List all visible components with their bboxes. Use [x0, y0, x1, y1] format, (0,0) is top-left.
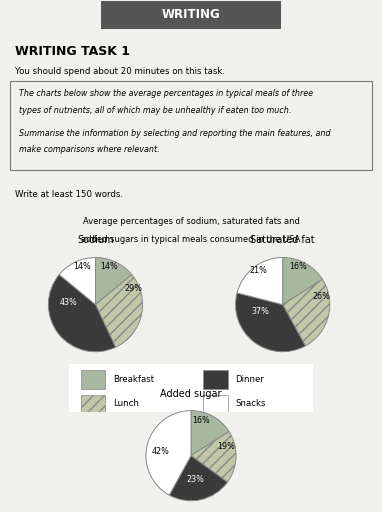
Text: 43%: 43%	[59, 298, 77, 307]
Text: Snacks: Snacks	[235, 399, 265, 408]
Text: You should spend about 20 minutes on this task.: You should spend about 20 minutes on thi…	[15, 67, 225, 76]
Text: Summarise the information by selecting and reporting the main features, and: Summarise the information by selecting a…	[19, 129, 331, 138]
Wedge shape	[146, 411, 191, 495]
FancyBboxPatch shape	[81, 395, 105, 413]
Wedge shape	[49, 274, 116, 352]
Text: 16%: 16%	[289, 262, 307, 270]
FancyBboxPatch shape	[81, 370, 105, 389]
Text: Average percentages of sodium, saturated fats and: Average percentages of sodium, saturated…	[83, 217, 299, 226]
Text: 21%: 21%	[249, 266, 267, 275]
Title: Added sugar: Added sugar	[160, 389, 222, 398]
Text: The charts below show the average percentages in typical meals of three: The charts below show the average percen…	[19, 89, 313, 98]
Text: 16%: 16%	[192, 416, 210, 425]
Wedge shape	[191, 432, 236, 482]
Text: Breakfast: Breakfast	[113, 375, 154, 383]
Wedge shape	[59, 258, 96, 305]
Wedge shape	[237, 258, 283, 305]
Text: WRITING TASK 1: WRITING TASK 1	[15, 45, 130, 58]
Wedge shape	[236, 293, 305, 352]
Text: Lunch: Lunch	[113, 399, 139, 408]
Title: Saturated fat: Saturated fat	[250, 235, 315, 245]
Text: 14%: 14%	[73, 263, 91, 271]
Wedge shape	[283, 280, 330, 346]
FancyBboxPatch shape	[101, 1, 281, 29]
Wedge shape	[283, 258, 322, 305]
Wedge shape	[96, 274, 142, 347]
Text: Write at least 150 words.: Write at least 150 words.	[15, 190, 123, 199]
FancyBboxPatch shape	[66, 363, 316, 413]
FancyBboxPatch shape	[10, 80, 372, 170]
Text: added sugars in typical meals consumed in the USA: added sugars in typical meals consumed i…	[81, 235, 301, 244]
Text: 29%: 29%	[124, 284, 142, 293]
Title: Sodium: Sodium	[77, 235, 114, 245]
Text: 19%: 19%	[217, 442, 235, 451]
FancyBboxPatch shape	[203, 370, 228, 389]
Wedge shape	[191, 411, 229, 456]
Text: 42%: 42%	[151, 446, 169, 456]
Text: 14%: 14%	[100, 263, 118, 271]
Text: 26%: 26%	[312, 292, 330, 301]
FancyBboxPatch shape	[203, 395, 228, 413]
Text: make comparisons where relevant.: make comparisons where relevant.	[19, 145, 160, 154]
Text: 23%: 23%	[186, 475, 204, 484]
Text: WRITING: WRITING	[162, 8, 220, 22]
Text: types of nutrients, all of which may be unhealthy if eaten too much.: types of nutrients, all of which may be …	[19, 105, 291, 115]
Wedge shape	[96, 258, 132, 305]
Text: Dinner: Dinner	[235, 375, 264, 383]
Wedge shape	[169, 456, 227, 501]
Text: 37%: 37%	[251, 307, 269, 316]
